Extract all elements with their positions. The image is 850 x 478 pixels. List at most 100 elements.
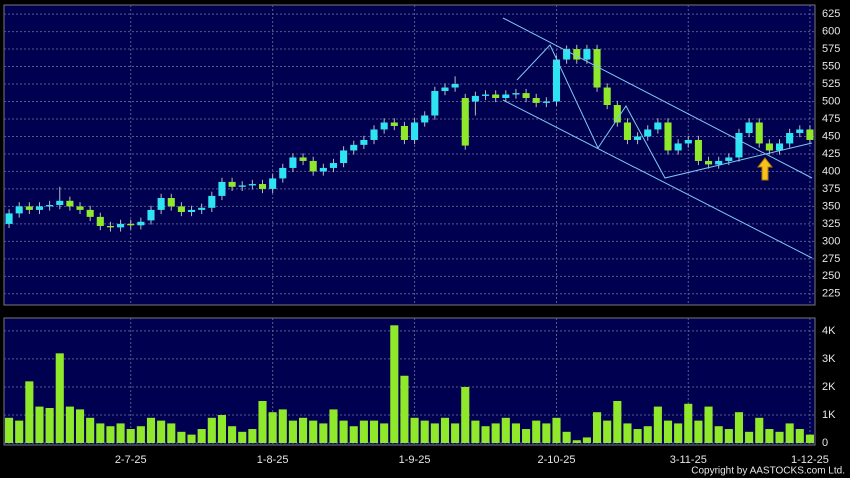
volume-bar [643, 426, 652, 444]
volume-bar [633, 429, 642, 444]
volume-bar [146, 417, 156, 444]
volume-bar [430, 423, 439, 444]
candle-body [238, 185, 246, 187]
candle-body [492, 94, 500, 99]
volume-tick-label: 2K [822, 381, 836, 393]
volume-tick-label: 4K [822, 325, 836, 337]
candle-body [86, 209, 94, 217]
candle-body [198, 207, 206, 210]
y-tick-label: 525 [822, 78, 840, 90]
candle-body [56, 200, 64, 205]
y-tick-label: 375 [822, 183, 840, 195]
candle-body [380, 122, 388, 130]
candle-body [644, 129, 652, 137]
volume-bar [653, 406, 662, 444]
volume-bar [532, 420, 541, 444]
candle-body [279, 167, 287, 179]
candle-body [441, 87, 449, 92]
volume-bar [126, 429, 135, 444]
volume-bar [592, 412, 602, 444]
x-tick-label: 1-8-25 [257, 454, 289, 466]
candle-body [421, 115, 429, 123]
volume-bar [805, 434, 814, 444]
candle-body [745, 122, 753, 133]
volume-bar [217, 415, 227, 444]
volume-bar [755, 417, 764, 444]
x-tick-label: 2-7-25 [115, 454, 147, 466]
volume-bar [461, 386, 470, 444]
candle-body [66, 200, 74, 207]
candle-body [502, 94, 510, 99]
volume-bar [329, 409, 338, 444]
candle-body [390, 122, 398, 126]
y-tick-label: 625 [822, 8, 840, 20]
candle-body [177, 206, 185, 212]
candle-body [634, 136, 642, 140]
volume-bar [228, 426, 237, 444]
candle-body [512, 93, 520, 95]
volume-bar [522, 429, 531, 444]
channel-lower [502, 99, 813, 259]
candle-body [481, 94, 490, 96]
volume-bar [511, 423, 520, 444]
volume-bar [440, 417, 450, 444]
candle-body [35, 206, 44, 210]
y-tick-label: 275 [822, 253, 840, 265]
volume-bar [400, 375, 409, 444]
volume-bar [613, 400, 622, 444]
volume-bar [501, 417, 510, 444]
volume-bar [288, 420, 297, 444]
candle-body [15, 206, 23, 214]
volume-bar [795, 429, 804, 444]
candle-body [806, 129, 814, 140]
volume-bar [724, 429, 733, 444]
volume-tick-label: 0 [822, 437, 828, 449]
volume-bar [714, 426, 723, 444]
volume-bar [663, 420, 673, 444]
candle-body [350, 144, 358, 151]
y-tick-label: 225 [822, 288, 840, 300]
volume-tick-label: 3K [822, 353, 836, 365]
candle-body [228, 181, 236, 187]
volume-bar [319, 423, 328, 444]
volume-bar [15, 420, 24, 444]
candle-body [775, 143, 784, 151]
volume-bar [177, 431, 186, 444]
pattern-line [516, 44, 813, 179]
candle-body [674, 143, 682, 151]
y-tick-label: 425 [822, 148, 840, 160]
y-tick-label: 250 [822, 270, 840, 282]
volume-bar [451, 423, 460, 444]
candle-body [76, 206, 84, 210]
candle-body [542, 101, 550, 103]
volume-bar [684, 403, 693, 444]
candle-body [786, 132, 794, 144]
volume-bar [136, 426, 145, 444]
x-tick-label: 1-12-25 [791, 454, 829, 466]
candle-body [664, 122, 672, 151]
volume-bar [157, 420, 166, 444]
volume-bar [775, 431, 784, 444]
volume-bar [745, 431, 754, 444]
candle-body [684, 139, 692, 144]
volume-bar [369, 420, 379, 444]
candle-body [451, 84, 459, 88]
y-tick-label: 350 [822, 200, 840, 212]
volume-bar [572, 440, 581, 444]
candle-body [654, 122, 662, 130]
y-tick-label: 400 [822, 165, 840, 177]
volume-panel [3, 317, 816, 446]
y-tick-label: 500 [822, 95, 840, 107]
candle-body [299, 157, 307, 161]
candle-body [755, 122, 763, 144]
volume-bar [55, 353, 64, 444]
volume-bar [380, 423, 389, 444]
trend-lines [502, 17, 813, 259]
candle-body [360, 139, 368, 145]
candle-body [613, 105, 621, 123]
candle-body [208, 195, 216, 208]
candle-body [623, 122, 632, 140]
volume-bar [674, 423, 683, 444]
candle-body [725, 157, 733, 161]
